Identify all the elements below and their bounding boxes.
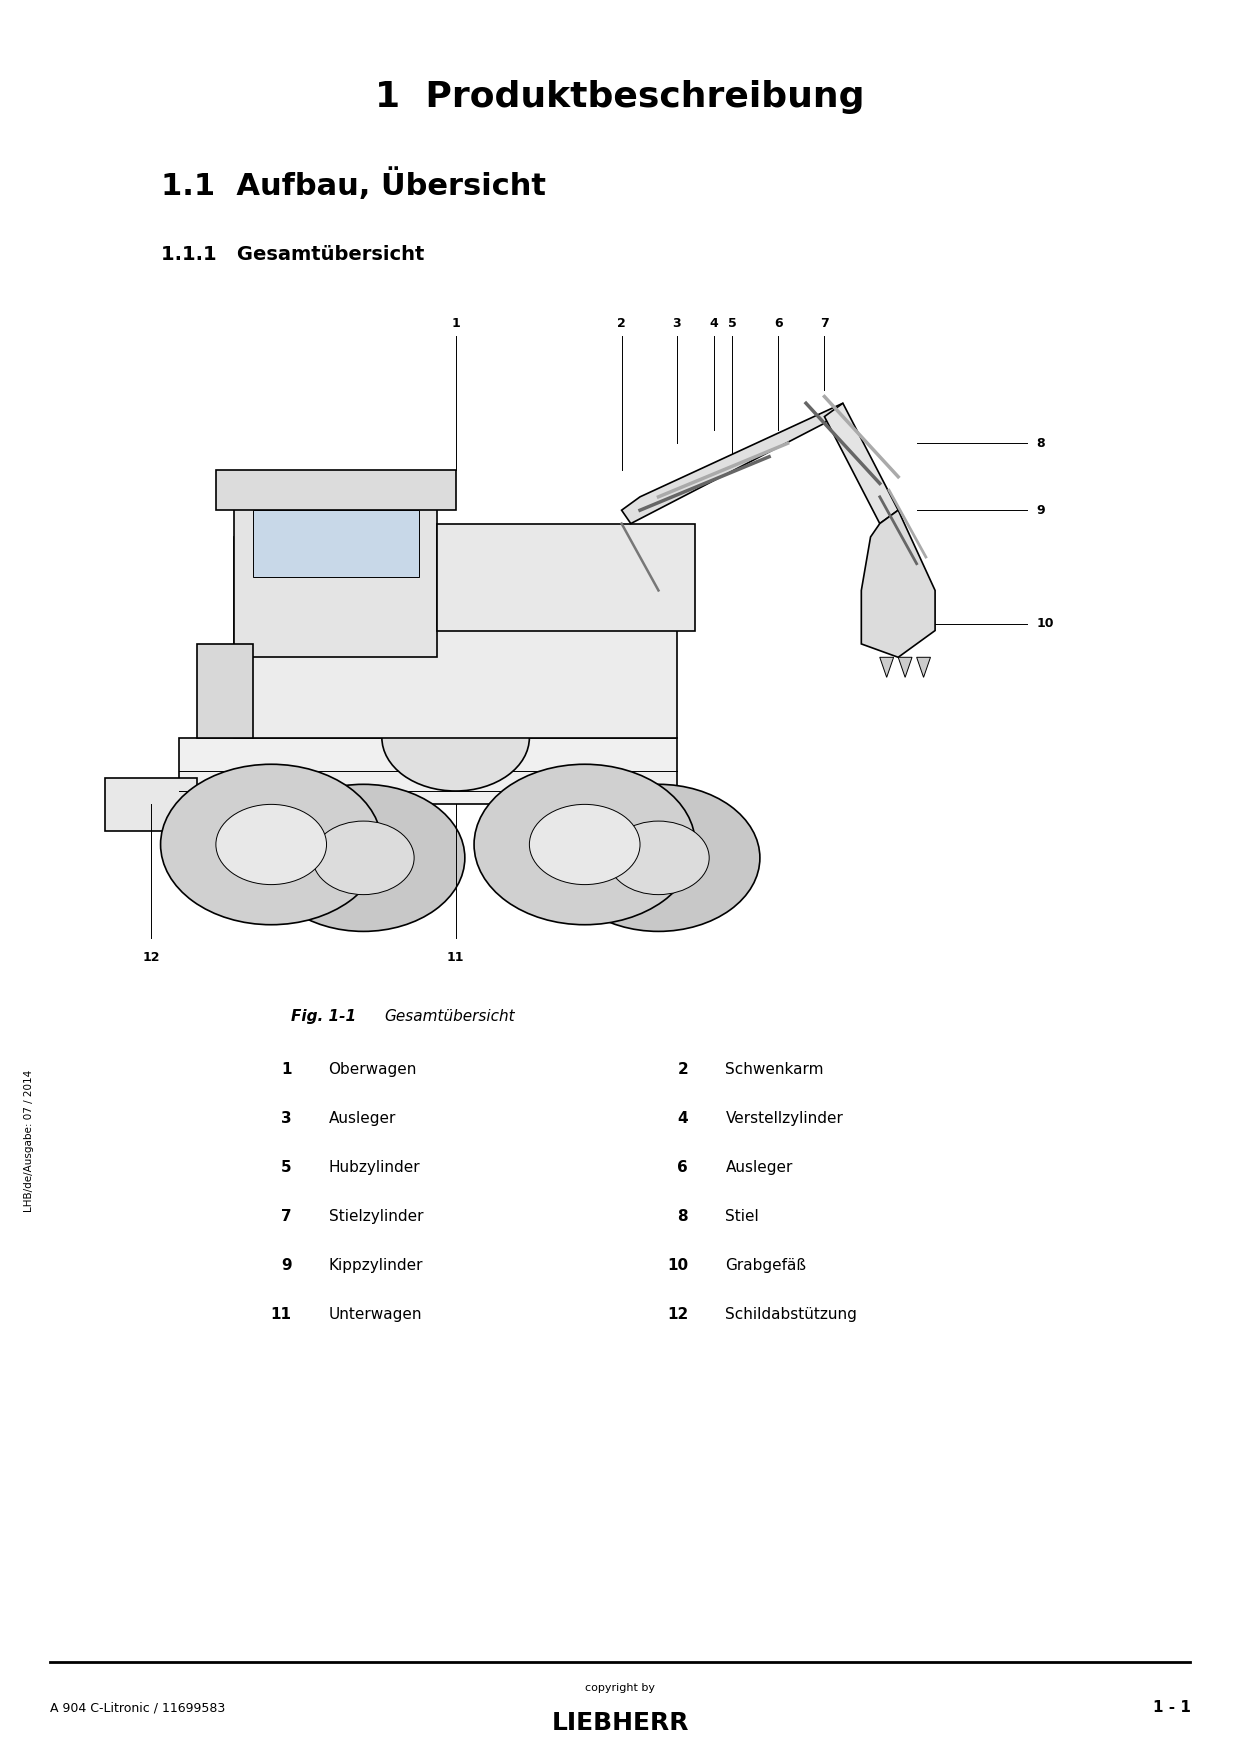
Text: 1.1.1   Gesamtübersicht: 1.1.1 Gesamtübersicht [161,246,424,263]
Circle shape [160,763,382,925]
Circle shape [474,763,696,925]
Polygon shape [916,658,930,677]
Text: Oberwagen: Oberwagen [329,1062,417,1078]
Text: 6: 6 [677,1160,688,1176]
Polygon shape [879,658,894,677]
Polygon shape [898,658,913,677]
Text: 7: 7 [820,316,828,330]
Polygon shape [234,497,438,658]
Text: Gesamtübersicht: Gesamtübersicht [384,1009,515,1025]
Text: Schildabstützung: Schildabstützung [725,1307,857,1323]
Polygon shape [621,404,843,523]
Polygon shape [234,537,677,737]
Text: Hubzylinder: Hubzylinder [329,1160,420,1176]
Text: 4: 4 [709,316,718,330]
Text: 1 - 1: 1 - 1 [1152,1701,1190,1715]
Circle shape [557,784,760,932]
Text: Schwenkarm: Schwenkarm [725,1062,823,1078]
Text: 8: 8 [677,1209,688,1225]
Polygon shape [197,644,253,737]
Polygon shape [862,511,935,658]
Text: 5: 5 [280,1160,291,1176]
Text: 12: 12 [143,951,160,965]
Text: 1  Produktbeschreibung: 1 Produktbeschreibung [376,79,864,114]
Text: 11: 11 [446,951,464,965]
Polygon shape [216,470,455,511]
Circle shape [262,784,465,932]
Text: 3: 3 [672,316,681,330]
Circle shape [382,684,529,792]
Polygon shape [825,404,898,523]
Text: 1: 1 [281,1062,291,1078]
Text: Unterwagen: Unterwagen [329,1307,422,1323]
Text: copyright by: copyright by [585,1683,655,1694]
Text: Verstellzylinder: Verstellzylinder [725,1111,843,1127]
Text: Grabgefäß: Grabgefäß [725,1258,806,1274]
Text: 9: 9 [1037,504,1045,516]
Text: Stielzylinder: Stielzylinder [329,1209,423,1225]
Polygon shape [253,511,419,577]
Text: Ausleger: Ausleger [725,1160,792,1176]
Text: LIEBHERR: LIEBHERR [552,1711,688,1736]
Polygon shape [438,523,696,630]
Text: 5: 5 [728,316,737,330]
Polygon shape [105,777,197,832]
Text: 4: 4 [677,1111,688,1127]
Text: 9: 9 [280,1258,291,1274]
Text: 8: 8 [1037,437,1045,449]
Text: 1: 1 [451,316,460,330]
Text: 10: 10 [667,1258,688,1274]
Circle shape [529,804,640,885]
Text: Stiel: Stiel [725,1209,759,1225]
Text: Fig. 1-1: Fig. 1-1 [291,1009,357,1025]
Text: 12: 12 [667,1307,688,1323]
Circle shape [216,804,326,885]
Text: A 904 C-Litronic / 11699583: A 904 C-Litronic / 11699583 [50,1701,224,1715]
Text: 11: 11 [270,1307,291,1323]
Text: Ausleger: Ausleger [329,1111,396,1127]
Text: 2: 2 [618,316,626,330]
Text: 3: 3 [280,1111,291,1127]
Circle shape [312,821,414,895]
Text: 10: 10 [1037,618,1054,630]
Circle shape [608,821,709,895]
Text: 1.1  Aufbau, Übersicht: 1.1 Aufbau, Übersicht [161,168,546,200]
Text: 2: 2 [677,1062,688,1078]
Text: LHB/de/Ausgabe: 07 / 2014: LHB/de/Ausgabe: 07 / 2014 [24,1069,33,1213]
Text: Kippzylinder: Kippzylinder [329,1258,423,1274]
Text: 7: 7 [280,1209,291,1225]
Text: 6: 6 [774,316,782,330]
Polygon shape [179,737,677,804]
